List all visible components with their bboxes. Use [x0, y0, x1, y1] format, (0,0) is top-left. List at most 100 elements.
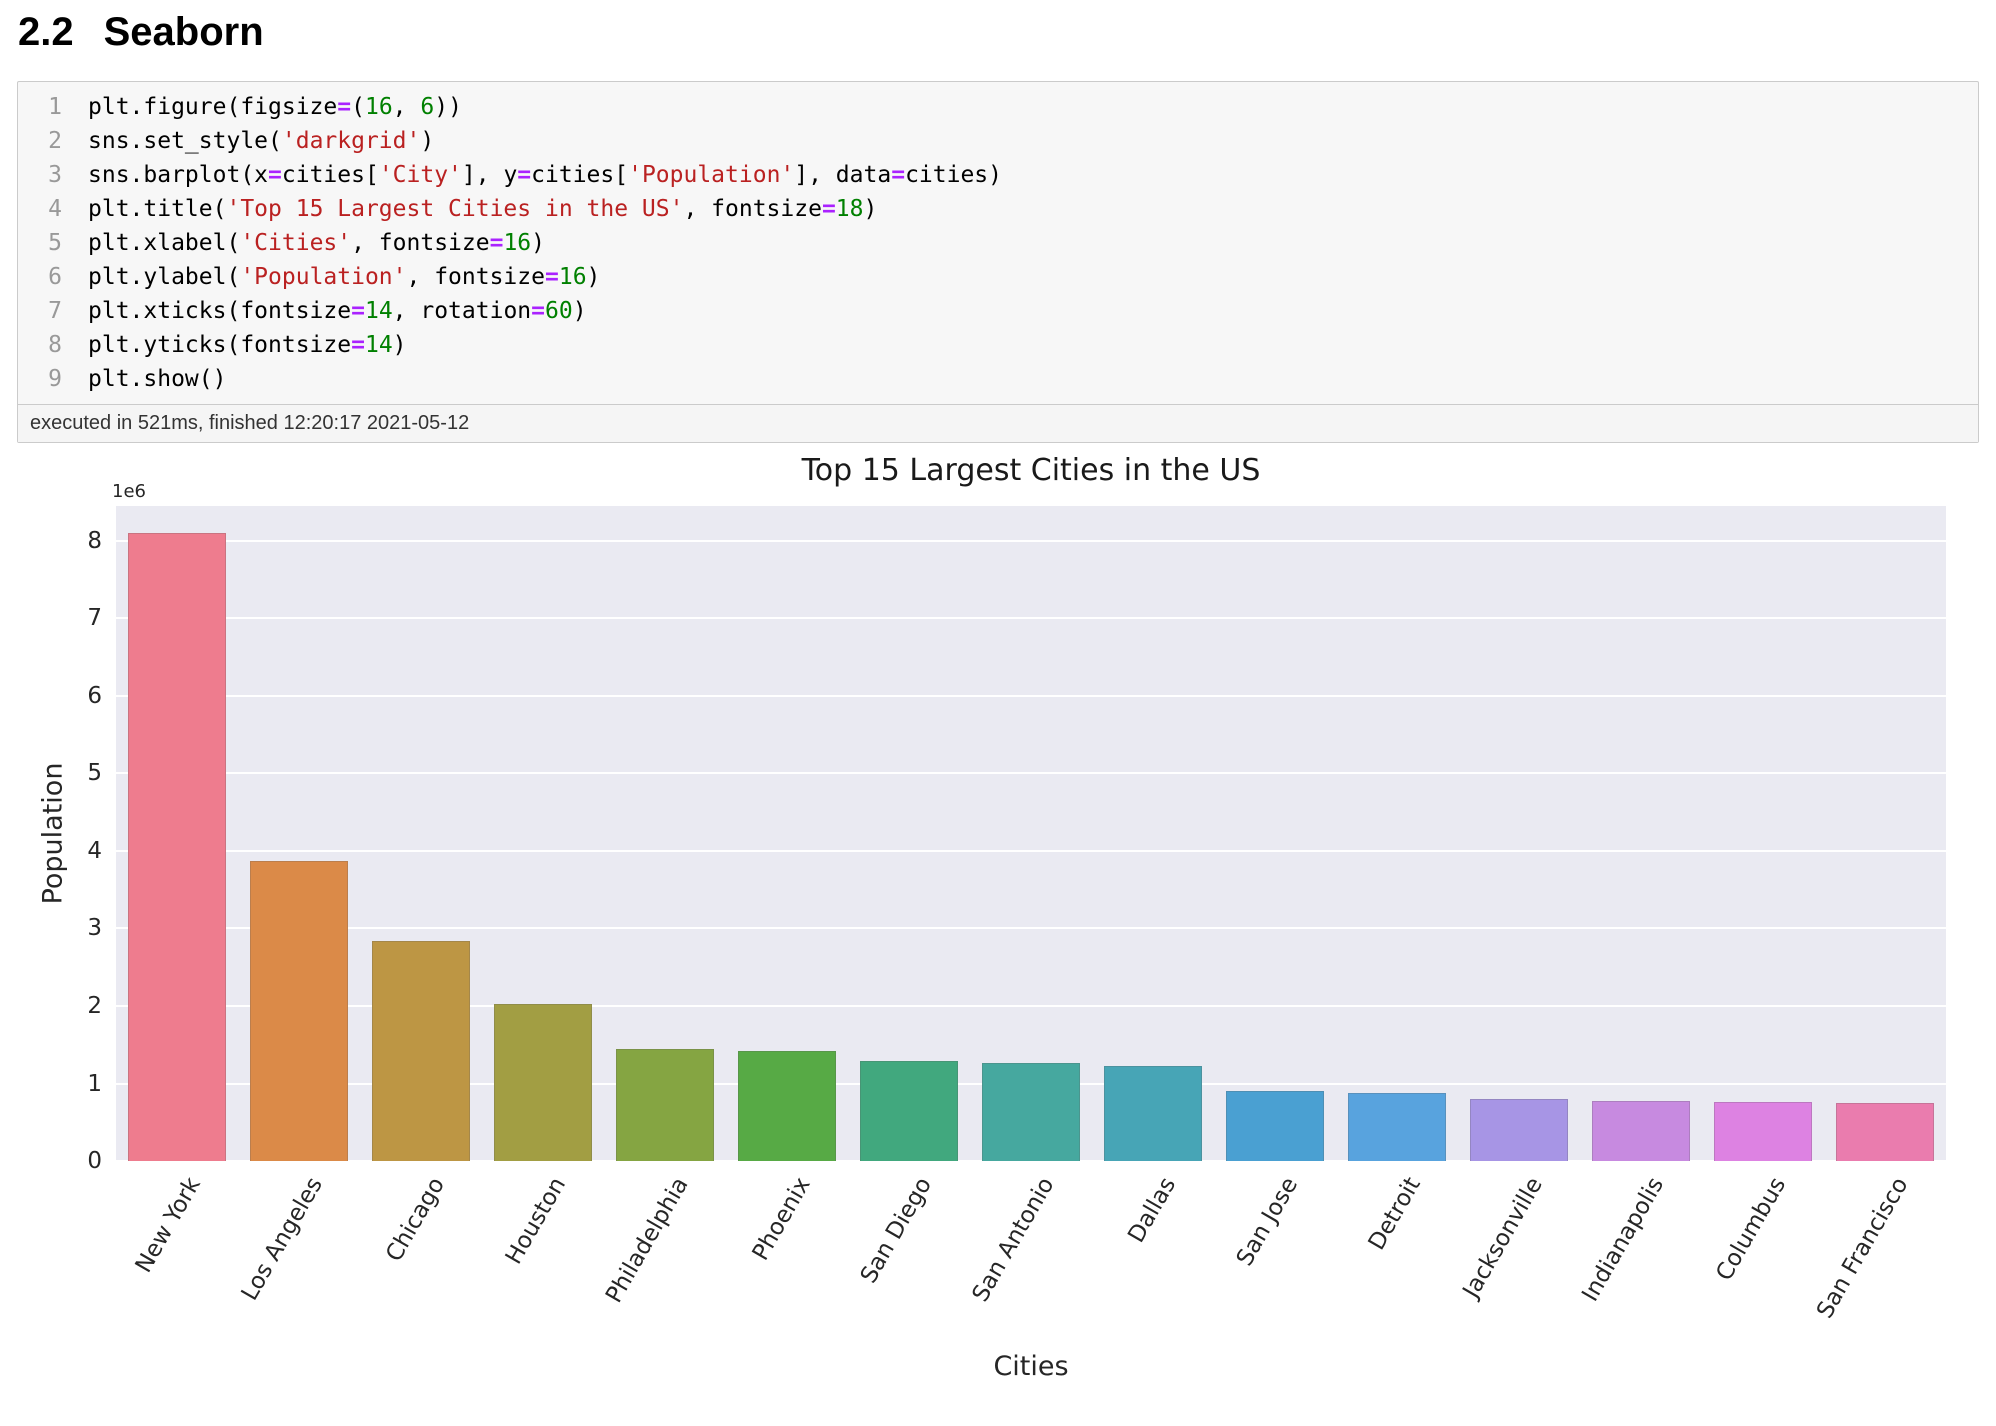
code-line: plt.title('Top 15 Largest Cities in the …	[88, 192, 1978, 226]
code-token: 16	[503, 230, 532, 256]
line-number: 7	[48, 298, 62, 324]
grid-line	[116, 539, 1946, 542]
line-number: 3	[48, 162, 62, 188]
bar-los-angeles	[250, 861, 348, 1161]
y-tick-label: 7	[87, 605, 102, 632]
code-token: sns.set_style(	[88, 128, 282, 154]
grid-line	[116, 1004, 1946, 1007]
x-tick-label: Indianapolis	[1577, 1173, 1670, 1306]
code-token: 60	[545, 298, 573, 324]
bar-chicago	[372, 940, 470, 1161]
bar-new-york	[128, 533, 226, 1161]
code-token: )	[531, 230, 546, 256]
bar-phoenix	[738, 1050, 836, 1161]
code-token: , fontsize	[683, 196, 822, 222]
code-line: sns.set_style('darkgrid')	[88, 124, 1978, 158]
plot-area	[116, 506, 1946, 1161]
code-token: =	[268, 162, 282, 188]
bar-dallas	[1104, 1066, 1202, 1161]
bar-san-francisco	[1836, 1102, 1934, 1161]
line-number: 2	[48, 128, 62, 154]
code-token: sns.barplot(x	[88, 162, 269, 188]
x-tick-label: San Antonio	[967, 1173, 1060, 1307]
code-token: 16	[364, 94, 393, 120]
x-tick-label: Phoenix	[747, 1173, 816, 1266]
bar-detroit	[1348, 1092, 1446, 1161]
grid-line	[116, 694, 1946, 697]
bar-jacksonville	[1470, 1099, 1568, 1161]
code-token: 'Cities'	[240, 230, 352, 256]
notebook-heading: 2.2 Seaborn	[18, 10, 1996, 55]
code-token: 'Population'	[240, 264, 407, 290]
figure-output: Top 15 Largest Cities in the US 1e6 Popu…	[28, 451, 1968, 1396]
code-token: )	[586, 264, 601, 290]
code-token: ], data	[794, 162, 892, 188]
y-tick-label: 3	[87, 915, 102, 942]
code-token: plt.xlabel(	[88, 230, 241, 256]
line-number-gutter: 1 2 3 4 5 6 7 8 9	[18, 90, 74, 396]
code-token: =	[489, 230, 504, 256]
code-token: )	[420, 128, 435, 154]
code-token: 'darkgrid'	[281, 128, 421, 154]
y-tick-label: 8	[87, 527, 102, 554]
grid-line	[116, 617, 1946, 620]
code-token: cities[	[281, 162, 379, 188]
x-tick-label: San Diego	[856, 1173, 938, 1288]
y-tick-label: 2	[87, 992, 102, 1019]
code-token: plt.yticks(fontsize	[88, 332, 352, 358]
y-tick-label: 5	[87, 760, 102, 787]
x-tick-label: Jacksonville	[1457, 1173, 1548, 1303]
code-token: plt.title(	[88, 196, 227, 222]
code-token: =	[544, 264, 559, 290]
code-token: 6	[420, 94, 435, 120]
line-number: 1	[48, 94, 62, 120]
bar-san-antonio	[982, 1062, 1080, 1161]
line-number: 5	[48, 230, 62, 256]
code-token: =	[351, 298, 365, 324]
x-tick-label: Houston	[501, 1173, 572, 1269]
code-line: sns.barplot(x=cities['City'], y=cities['…	[88, 158, 1978, 192]
grid-line	[116, 772, 1946, 775]
line-number: 4	[48, 196, 62, 222]
code-token: , fontsize	[351, 230, 490, 256]
code-token: 14	[364, 332, 393, 358]
code-line: plt.figure(figsize=(16, 6))	[88, 90, 1978, 124]
bar-columbus	[1714, 1102, 1812, 1161]
code-token: , rotation	[392, 298, 532, 324]
y-tick-labels: 0 1 2 3 4 5 6 7 8	[28, 506, 102, 1174]
line-number: 8	[48, 332, 62, 358]
x-tick-label: Dallas	[1123, 1173, 1182, 1248]
x-tick-label: Detroit	[1363, 1173, 1426, 1255]
code-token: (	[351, 94, 365, 120]
bar-philadelphia	[616, 1048, 714, 1161]
y-tick-label: 1	[87, 1070, 102, 1097]
line-number: 6	[48, 264, 62, 290]
y-tick-label: 4	[87, 837, 102, 864]
code-token: )	[572, 298, 587, 324]
y-tick-label: 6	[87, 682, 102, 709]
x-tick-label: New York	[130, 1173, 206, 1278]
code-token: 'Population'	[628, 162, 795, 188]
code-lines[interactable]: plt.figure(figsize=(16, 6)) sns.set_style…	[74, 90, 1978, 396]
heading-title: Seaborn	[103, 10, 264, 54]
x-tick-label: Chicago	[380, 1173, 450, 1267]
bar-houston	[494, 1003, 592, 1161]
code-token: 'Top 15 Largest Cities in the US'	[226, 196, 684, 222]
x-tick-label: Columbus	[1711, 1173, 1792, 1286]
code-token: =	[337, 94, 352, 120]
code-token: ))	[434, 94, 462, 120]
code-token: cities[	[531, 162, 629, 188]
code-token: plt.ylabel(	[88, 264, 241, 290]
x-tick-label: San Francisco	[1811, 1173, 1914, 1323]
code-line: plt.xlabel('Cities', fontsize=16)	[88, 226, 1978, 260]
code-token: )	[863, 196, 878, 222]
x-tick-label: San Jose	[1232, 1173, 1304, 1271]
code-token: plt.xticks(fontsize	[88, 298, 352, 324]
bar-indianapolis	[1592, 1100, 1690, 1161]
code-token: =	[351, 332, 365, 358]
grid-line	[116, 927, 1946, 930]
code-token: ,	[392, 94, 421, 120]
code-token: cities)	[905, 162, 1002, 188]
y-axis-multiplier-label: 1e6	[112, 481, 146, 502]
